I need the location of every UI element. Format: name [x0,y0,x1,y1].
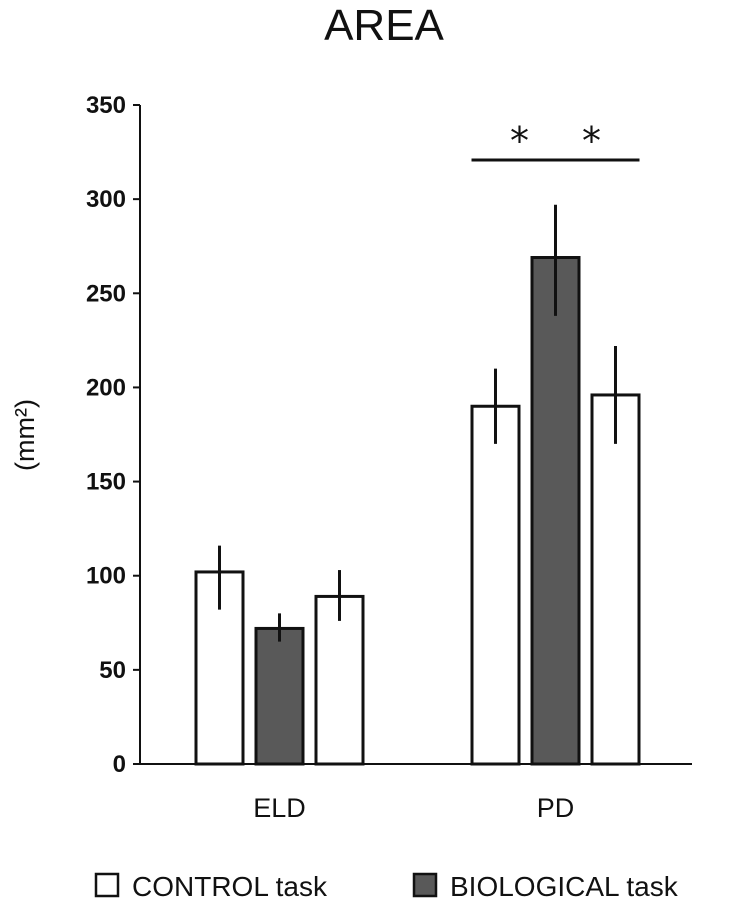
y-axis-label: (mm²) [10,399,40,471]
legend: CONTROL task BIOLOGICAL task [94,871,679,901]
y-axis: 0 50 100 150 200 250 300 350 [86,92,141,778]
legend-label-2: BIOLOGICAL task [450,871,679,901]
error-bars [218,204,617,642]
y-tick-label: 350 [86,92,126,119]
bar-eld-2 [254,626,305,766]
y-tick-label: 0 [113,751,126,778]
legend-swatch-1 [94,872,120,898]
bars [194,256,641,766]
y-tick-label: 250 [86,280,126,307]
y-tick-label: 300 [86,186,126,213]
x-tick-label-pd: PD [537,793,575,823]
y-tick-label: 150 [86,469,126,496]
bar-pd-1 [470,404,521,766]
legend-label-1: CONTROL task [132,871,328,901]
y-tick-label: 100 [86,563,126,590]
chart-title: AREA [324,1,444,50]
legend-swatch-2 [412,872,438,898]
bar-pd-3 [590,393,641,766]
significance-star-1: * [510,119,529,163]
x-tick-label-eld: ELD [253,793,306,823]
bar-pd-2 [530,256,581,766]
y-tick-label: 200 [86,374,126,401]
x-axis: ELD PD [140,763,692,823]
bar-eld-3 [314,594,365,766]
significance-annotations: * * [471,119,640,163]
y-tick-label: 50 [99,657,126,684]
significance-star-2: * [582,119,601,163]
